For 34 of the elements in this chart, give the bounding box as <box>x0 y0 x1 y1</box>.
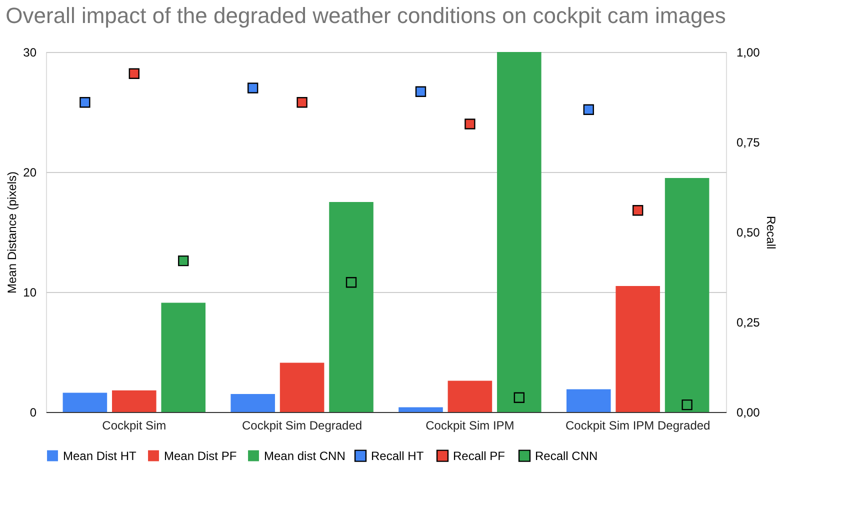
y2-tick-label: 0,25 <box>736 316 760 330</box>
bar <box>566 389 611 412</box>
x-tick-label: Cockpit Sim Degraded <box>242 418 362 432</box>
bar <box>448 380 492 412</box>
y2-tick-label: 0,75 <box>736 136 760 150</box>
bar <box>112 390 156 412</box>
y2-tick-label: 1,00 <box>736 46 760 60</box>
x-tick-label: Cockpit Sim <box>102 418 166 432</box>
bar <box>329 202 374 412</box>
bar <box>497 52 542 412</box>
bar <box>664 178 710 412</box>
legend-label: Mean dist CNN <box>264 448 346 463</box>
chart-title: Overall impact of the degraded weather conditions on cockpit cam images <box>6 3 726 28</box>
bar <box>398 407 443 412</box>
y-tick-label: 30 <box>23 46 37 60</box>
legend-label: Recall PF <box>453 448 506 463</box>
bar <box>616 286 660 412</box>
y-tick-label: 10 <box>23 286 37 300</box>
bar <box>161 302 206 412</box>
y2-axis-title: Recall <box>764 216 778 250</box>
bar <box>62 392 108 412</box>
legend-label: Mean Dist HT <box>63 448 138 463</box>
legend-label: Recall CNN <box>535 448 598 463</box>
y-axis-title: Mean Distance (pixels) <box>5 171 20 294</box>
bar <box>230 394 275 412</box>
y2-tick-label: 0,00 <box>736 406 760 420</box>
y2-tick-label: 0,50 <box>736 226 760 240</box>
x-tick-label: Cockpit Sim IPM Degraded <box>565 418 710 432</box>
legend-label: Mean Dist PF <box>164 448 237 463</box>
y-tick-label: 0 <box>30 406 37 420</box>
y-tick-label: 20 <box>23 166 37 180</box>
x-tick-label: Cockpit Sim IPM <box>426 418 514 432</box>
bar <box>280 362 324 412</box>
legend-label: Recall HT <box>371 448 424 463</box>
